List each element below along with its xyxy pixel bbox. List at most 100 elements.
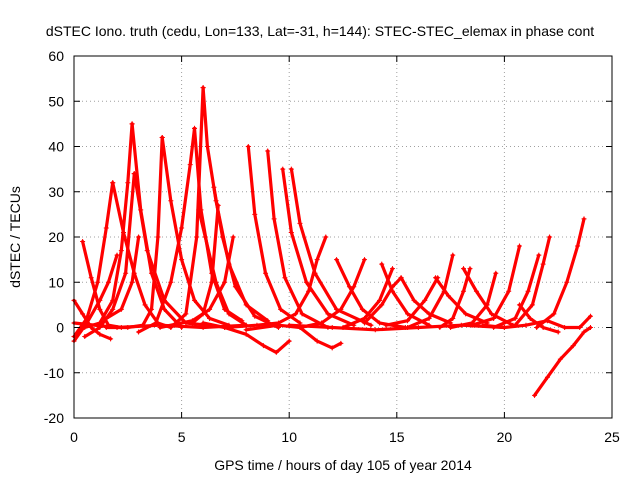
series-line <box>169 86 205 330</box>
y-tick-label: -20 <box>44 410 64 426</box>
data-point <box>467 266 473 272</box>
series-line <box>399 276 453 325</box>
data-point <box>415 325 421 330</box>
series-line <box>384 276 440 327</box>
data-point <box>136 234 142 240</box>
data-point <box>219 234 225 240</box>
data-point <box>512 315 518 321</box>
data-point <box>211 184 217 190</box>
data-point <box>516 302 522 308</box>
data-point <box>200 325 206 330</box>
data-point <box>306 288 312 294</box>
tick-labels: 0 5 10 15 20 25 -20 -10 0 10 20 30 40 50 60 <box>44 48 620 445</box>
data-point <box>118 248 124 254</box>
data-point <box>501 325 507 330</box>
data-series <box>534 216 587 330</box>
data-point <box>314 338 320 344</box>
data-series <box>398 275 454 326</box>
data-point <box>529 302 535 308</box>
x-tick-label: 15 <box>389 429 405 445</box>
data-point <box>527 315 533 321</box>
series-line <box>513 235 552 327</box>
y-tick-label: 50 <box>48 93 64 109</box>
data-point <box>243 327 249 333</box>
data-point <box>587 325 593 330</box>
data-point <box>275 320 281 326</box>
data-point <box>271 216 277 222</box>
data-point <box>334 257 340 263</box>
data-point <box>118 306 124 312</box>
data-point <box>200 320 206 326</box>
y-tick-label: 30 <box>48 184 64 200</box>
data-point <box>265 148 271 154</box>
data-point <box>282 275 288 281</box>
data-point <box>555 329 561 335</box>
data-point <box>213 279 219 285</box>
data-point <box>194 234 200 240</box>
data-point <box>570 343 576 349</box>
series-line <box>104 135 164 330</box>
data-point <box>129 121 135 127</box>
data-series <box>103 234 142 321</box>
data-point <box>103 315 109 321</box>
data-point <box>286 338 292 344</box>
series-line <box>281 167 356 327</box>
data-point <box>252 211 258 217</box>
series-line <box>104 235 141 320</box>
data-point <box>159 134 165 140</box>
data-point <box>377 297 383 303</box>
data-point <box>168 279 174 285</box>
y-axis-label: dSTEC / TECUs <box>7 186 23 288</box>
data-point <box>243 331 249 337</box>
series-line <box>287 323 506 332</box>
data-point <box>129 279 135 285</box>
data-point <box>523 322 529 328</box>
data-point <box>82 325 88 330</box>
data-point <box>525 288 531 294</box>
data-point <box>577 325 583 330</box>
y-tick-label: 40 <box>48 139 64 155</box>
data-point <box>540 261 546 267</box>
data-point <box>293 311 299 317</box>
data-point <box>314 257 320 263</box>
y-tick-label: 0 <box>56 320 64 336</box>
data-point <box>288 229 294 235</box>
series-line <box>341 267 395 330</box>
data-point <box>587 313 593 319</box>
data-point <box>254 322 260 328</box>
data-series <box>211 184 281 330</box>
data-point <box>534 325 540 330</box>
data-point <box>450 252 456 258</box>
x-tick-label: 0 <box>70 429 78 445</box>
data-point <box>80 239 86 245</box>
data-point <box>372 327 378 333</box>
data-point <box>338 340 344 346</box>
data-point <box>260 343 266 349</box>
data-point <box>389 284 395 290</box>
data-point <box>450 315 456 321</box>
data-point <box>273 349 279 355</box>
data-point <box>187 162 193 168</box>
data-point <box>230 234 236 240</box>
data-point <box>278 306 284 312</box>
data-point <box>368 322 374 328</box>
data-point <box>359 306 365 312</box>
data-point <box>473 288 479 294</box>
data-point <box>110 180 116 186</box>
grid <box>74 56 612 418</box>
data-point <box>461 288 467 294</box>
data-point <box>433 275 439 281</box>
series-line <box>461 267 515 327</box>
data-point <box>551 311 557 317</box>
data-point <box>110 306 116 312</box>
data-point <box>506 288 512 294</box>
data-series <box>512 234 553 328</box>
data-series <box>532 325 593 398</box>
data-point <box>105 279 111 285</box>
data-point <box>362 320 368 326</box>
data-point <box>207 306 213 312</box>
data-point <box>303 279 309 285</box>
data-point <box>155 234 161 240</box>
data-point <box>202 234 208 240</box>
